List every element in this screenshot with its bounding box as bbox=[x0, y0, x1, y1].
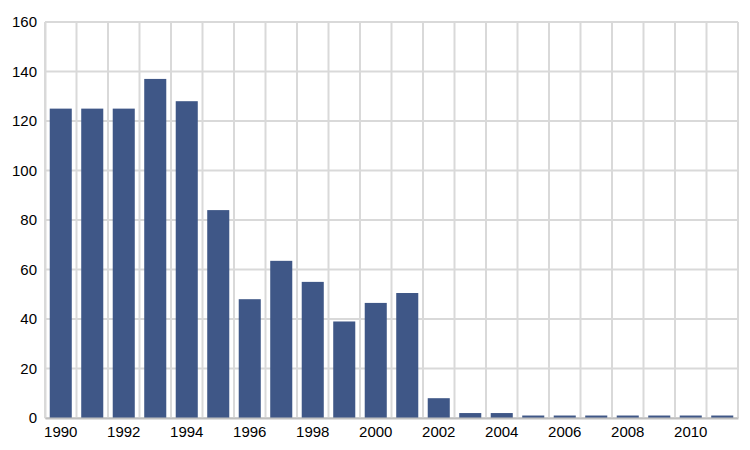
x-tick: 2006 bbox=[548, 418, 581, 440]
x-grid-line bbox=[233, 22, 235, 418]
bar bbox=[302, 282, 324, 418]
x-grid-line bbox=[706, 22, 708, 418]
x-grid-line bbox=[454, 22, 456, 418]
bar bbox=[239, 299, 261, 418]
x-grid-line bbox=[44, 22, 46, 418]
y-tick-label: 100 bbox=[12, 162, 37, 179]
bar bbox=[144, 79, 166, 418]
x-grid-line bbox=[548, 22, 550, 418]
x-grid-line bbox=[202, 22, 204, 418]
y-tick-label: 120 bbox=[12, 112, 37, 129]
bar bbox=[270, 261, 292, 418]
y-tick-label: 160 bbox=[12, 13, 37, 30]
bar bbox=[396, 293, 418, 418]
y-tick: 100 bbox=[12, 162, 45, 179]
y-tick-label: 80 bbox=[20, 211, 37, 228]
y-tick-label: 0 bbox=[29, 409, 37, 426]
x-grid-line bbox=[328, 22, 330, 418]
x-grid-line bbox=[737, 22, 739, 418]
y-tick: 40 bbox=[20, 310, 45, 327]
x-grid-line bbox=[517, 22, 519, 418]
bar bbox=[491, 413, 513, 418]
x-tick-label: 1994 bbox=[170, 423, 203, 440]
x-tick: 1994 bbox=[170, 418, 203, 440]
x-tick: 2010 bbox=[674, 418, 707, 440]
x-tick: 1992 bbox=[107, 418, 140, 440]
x-tick: 2002 bbox=[422, 418, 455, 440]
x-tick: 2004 bbox=[485, 418, 518, 440]
bar bbox=[81, 109, 103, 418]
chart: 0204060801001201401601990199219941996199… bbox=[0, 0, 750, 450]
y-tick-label: 20 bbox=[20, 360, 37, 377]
x-tick: 2000 bbox=[359, 418, 392, 440]
bar bbox=[365, 303, 387, 418]
plot: 0204060801001201401601990199219941996199… bbox=[12, 13, 739, 439]
x-grid-line bbox=[580, 22, 582, 418]
bar bbox=[50, 109, 72, 418]
y-tick: 160 bbox=[12, 13, 45, 30]
y-tick: 60 bbox=[20, 261, 45, 278]
grid bbox=[45, 22, 738, 418]
y-tick: 20 bbox=[20, 360, 45, 377]
x-grid-line bbox=[674, 22, 676, 418]
x-grid-line bbox=[359, 22, 361, 418]
x-grid-line bbox=[76, 22, 78, 418]
x-tick-label: 2004 bbox=[485, 423, 518, 440]
bar bbox=[113, 109, 135, 418]
x-tick: 1990 bbox=[44, 418, 77, 440]
bar bbox=[428, 398, 450, 418]
x-grid-line bbox=[265, 22, 267, 418]
x-grid-line bbox=[485, 22, 487, 418]
y-tick-label: 140 bbox=[12, 63, 37, 80]
x-tick-label: 1998 bbox=[296, 423, 329, 440]
x-tick: 1996 bbox=[233, 418, 266, 440]
x-tick-label: 1996 bbox=[233, 423, 266, 440]
x-tick-label: 2000 bbox=[359, 423, 392, 440]
bars bbox=[50, 79, 734, 418]
x-axis-line bbox=[46, 418, 739, 420]
x-tick-label: 1992 bbox=[107, 423, 140, 440]
x-grid-line bbox=[643, 22, 645, 418]
x-tick: 1998 bbox=[296, 418, 329, 440]
y-tick: 140 bbox=[12, 63, 45, 80]
y-axis-line bbox=[45, 23, 47, 419]
y-tick-label: 40 bbox=[20, 310, 37, 327]
x-grid-line bbox=[170, 22, 172, 418]
x-grid-line bbox=[422, 22, 424, 418]
x-tick-label: 2008 bbox=[611, 423, 644, 440]
x-axis: 1990 1992 1994 1996 1998 2000 2002 2004 2006 2008… bbox=[44, 418, 738, 440]
x-grid-line bbox=[296, 22, 298, 418]
bar bbox=[207, 210, 229, 418]
x-grid-line bbox=[611, 22, 613, 418]
x-tick: 2008 bbox=[611, 418, 644, 440]
x-grid-line bbox=[107, 22, 109, 418]
bar bbox=[333, 321, 355, 418]
y-tick-label: 60 bbox=[20, 261, 37, 278]
y-axis: 0 20 40 60 80 100 120 140 160 bbox=[12, 13, 46, 426]
x-tick-label: 1990 bbox=[44, 423, 77, 440]
y-tick: 80 bbox=[20, 211, 45, 228]
bar bbox=[176, 101, 198, 418]
y-tick: 120 bbox=[12, 112, 45, 129]
x-tick-label: 2002 bbox=[422, 423, 455, 440]
x-grid-line bbox=[139, 22, 141, 418]
x-tick-label: 2010 bbox=[674, 423, 707, 440]
bar bbox=[459, 413, 481, 418]
y-tick: 0 bbox=[29, 409, 45, 426]
x-grid-line bbox=[391, 22, 393, 418]
x-tick-label: 2006 bbox=[548, 423, 581, 440]
